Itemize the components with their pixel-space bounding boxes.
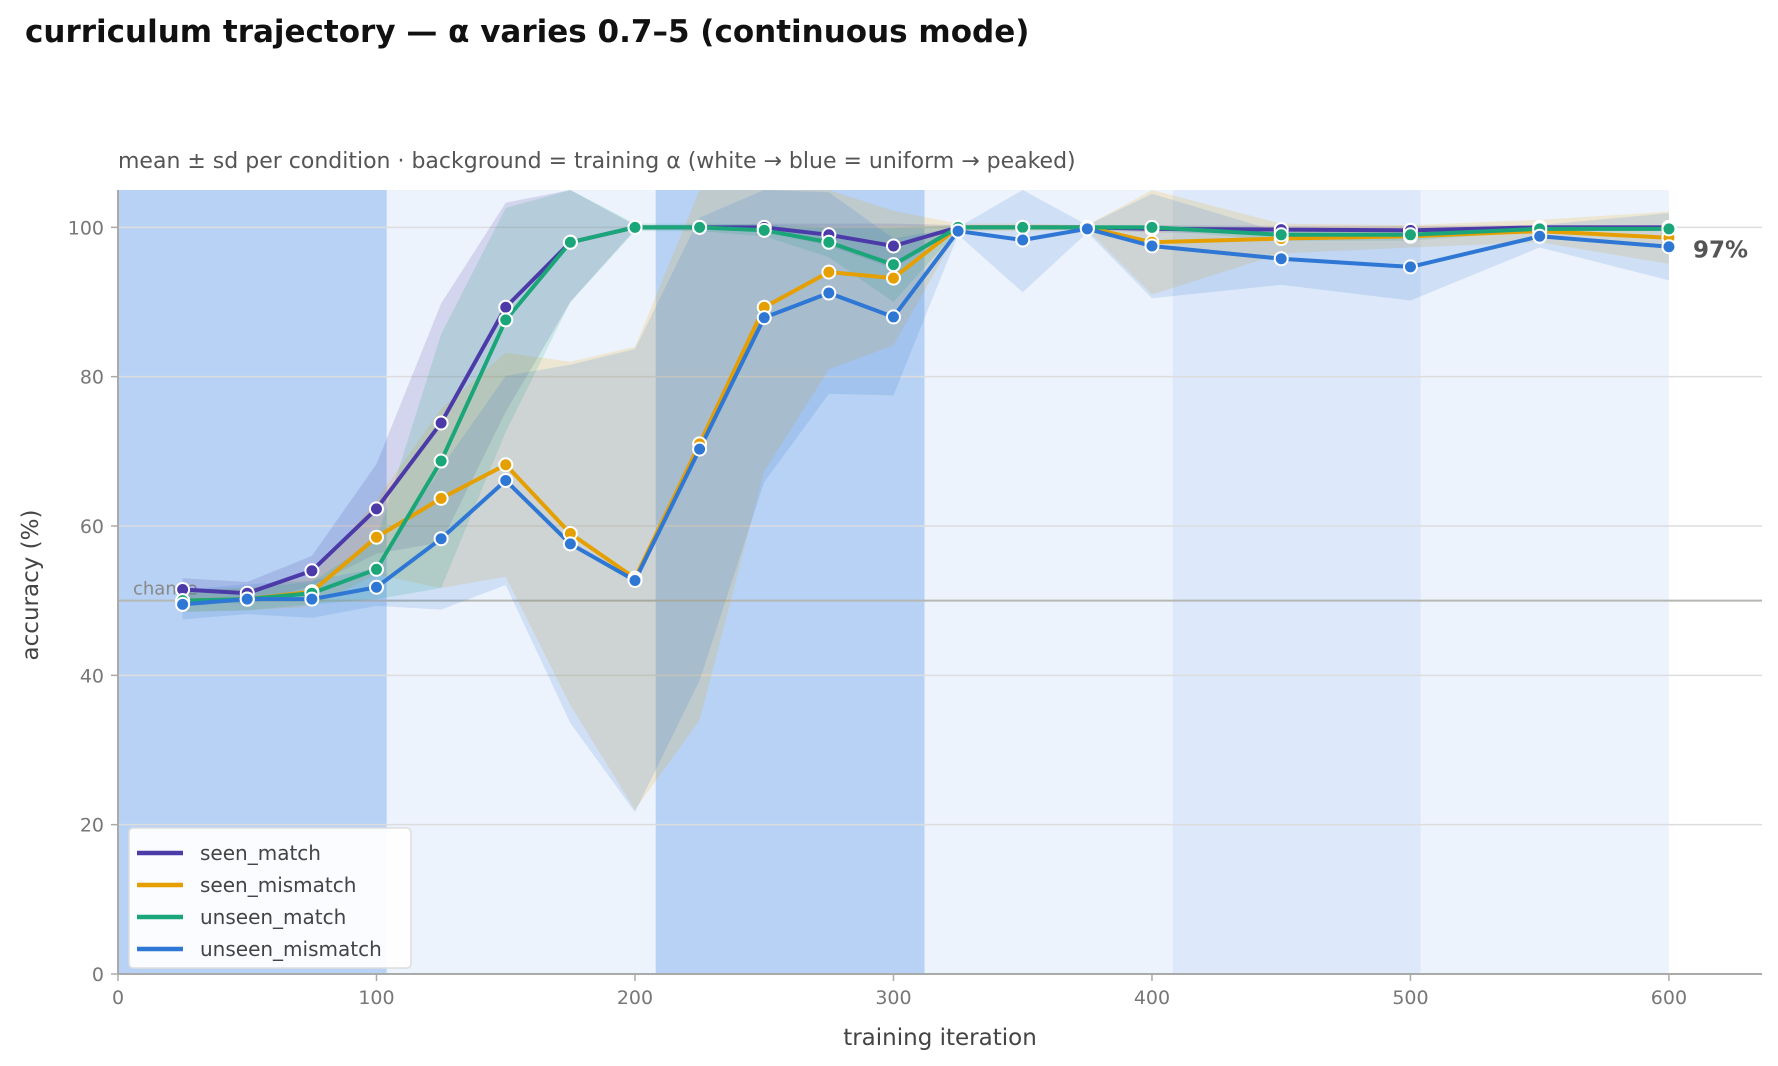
point-seen_match-75 — [304, 563, 320, 579]
sd-band-seen_match — [182, 190, 1669, 605]
end-value-label: 97% — [1693, 238, 1748, 264]
point-unseen_mismatch-325 — [950, 223, 966, 239]
alpha-band-3 — [924, 190, 1173, 974]
x-tick-label-100: 100 — [358, 987, 394, 1009]
point-seen_mismatch-150 — [498, 457, 514, 473]
x-tick-label-300: 300 — [875, 987, 911, 1009]
point-unseen_match-200 — [627, 219, 643, 235]
point-unseen_mismatch-275 — [821, 285, 837, 301]
training-alpha-bands — [118, 190, 1669, 974]
chart-subtitle: mean ± sd per condition · background = t… — [118, 149, 1076, 174]
point-unseen_match-100 — [368, 561, 384, 577]
series-points — [175, 219, 1677, 612]
point-unseen_match-250 — [756, 222, 772, 238]
alpha-band-2 — [655, 190, 925, 974]
alpha-band-5 — [1420, 190, 1669, 974]
point-unseen_mismatch-300 — [885, 309, 901, 325]
point-unseen_match-150 — [498, 312, 514, 328]
x-tick-label-500: 500 — [1392, 987, 1428, 1009]
series-line-unseen_mismatch — [182, 226, 1670, 607]
alpha-band-4 — [1172, 190, 1421, 974]
legend-label-unseen_mismatch: unseen_mismatch — [200, 937, 382, 961]
y-axis-label: accuracy (%) — [18, 510, 44, 661]
point-unseen_mismatch-600 — [1661, 239, 1677, 255]
y-tick-label-80: 80 — [80, 367, 104, 389]
point-unseen_match-225 — [692, 219, 708, 235]
y-tick-label-60: 60 — [80, 516, 104, 538]
point-unseen_mismatch-550 — [1532, 228, 1548, 244]
point-unseen_mismatch-25 — [175, 596, 191, 612]
point-seen_mismatch-125 — [433, 490, 449, 506]
legend-label-unseen_match: unseen_match — [200, 905, 346, 929]
x-tick-label-400: 400 — [1134, 987, 1170, 1009]
point-unseen_mismatch-500 — [1402, 259, 1418, 275]
point-unseen_match-300 — [885, 257, 901, 273]
series-lines — [182, 225, 1670, 607]
x-tick-label-0: 0 — [112, 987, 124, 1009]
series-line-seen_match — [182, 225, 1669, 596]
point-unseen_mismatch-250 — [756, 310, 772, 326]
sd-band-seen_mismatch — [182, 190, 1669, 810]
legend-label-seen_match: seen_match — [200, 841, 321, 865]
series-line-seen_mismatch — [182, 225, 1670, 603]
point-unseen_match-400 — [1144, 219, 1160, 235]
point-unseen_match-275 — [821, 234, 837, 250]
x-tick-label-600: 600 — [1651, 987, 1687, 1009]
point-unseen_mismatch-75 — [304, 591, 320, 607]
y-tick-label-0: 0 — [92, 964, 104, 986]
point-unseen_mismatch-375 — [1079, 221, 1095, 237]
point-unseen_match-125 — [433, 453, 449, 469]
point-unseen_match-600 — [1661, 221, 1677, 237]
point-seen_match-300 — [885, 238, 901, 254]
point-unseen_mismatch-200 — [627, 573, 643, 589]
point-unseen_match-350 — [1015, 219, 1031, 235]
x-tick-label-200: 200 — [617, 987, 653, 1009]
point-seen_mismatch-300 — [885, 270, 901, 286]
sd-band-unseen_match — [182, 190, 1669, 612]
x-axis-label: training iteration — [843, 1025, 1037, 1051]
point-unseen_mismatch-50 — [239, 591, 255, 607]
point-seen_mismatch-275 — [821, 264, 837, 280]
legend-label-seen_mismatch: seen_mismatch — [200, 873, 356, 897]
point-unseen_match-175 — [562, 234, 578, 250]
y-tick-label-40: 40 — [80, 665, 104, 687]
legend: seen_match seen_mismatch unseen_matchunsee… — [128, 827, 412, 969]
sd-band-unseen_mismatch — [182, 190, 1669, 812]
point-seen_match-100 — [368, 501, 384, 517]
point-seen_match-125 — [433, 415, 449, 431]
point-unseen_mismatch-225 — [692, 441, 708, 457]
series-line-unseen_match — [182, 225, 1669, 603]
legend-box — [128, 827, 412, 969]
point-unseen_mismatch-350 — [1015, 232, 1031, 248]
point-seen_match-150 — [498, 299, 514, 315]
point-unseen_mismatch-125 — [433, 531, 449, 547]
point-unseen_match-450 — [1273, 227, 1289, 243]
point-unseen_mismatch-175 — [562, 536, 578, 552]
point-unseen_match-500 — [1402, 227, 1418, 243]
point-unseen_mismatch-150 — [498, 472, 514, 488]
sd-bands — [182, 190, 1669, 812]
point-seen_mismatch-100 — [368, 529, 384, 545]
point-unseen_mismatch-400 — [1144, 238, 1160, 254]
y-tick-label-20: 20 — [80, 815, 104, 837]
point-unseen_mismatch-450 — [1273, 251, 1289, 267]
alpha-band-1 — [386, 190, 656, 974]
y-tick-label-100: 100 — [68, 217, 104, 239]
point-unseen_mismatch-100 — [368, 579, 384, 595]
axes: 0 100 200 300 400 500 600 0 20 40 60 80 100 — [68, 190, 1762, 1009]
chart-title: curriculum trajectory — α varies 0.7–5 (… — [25, 14, 1030, 50]
